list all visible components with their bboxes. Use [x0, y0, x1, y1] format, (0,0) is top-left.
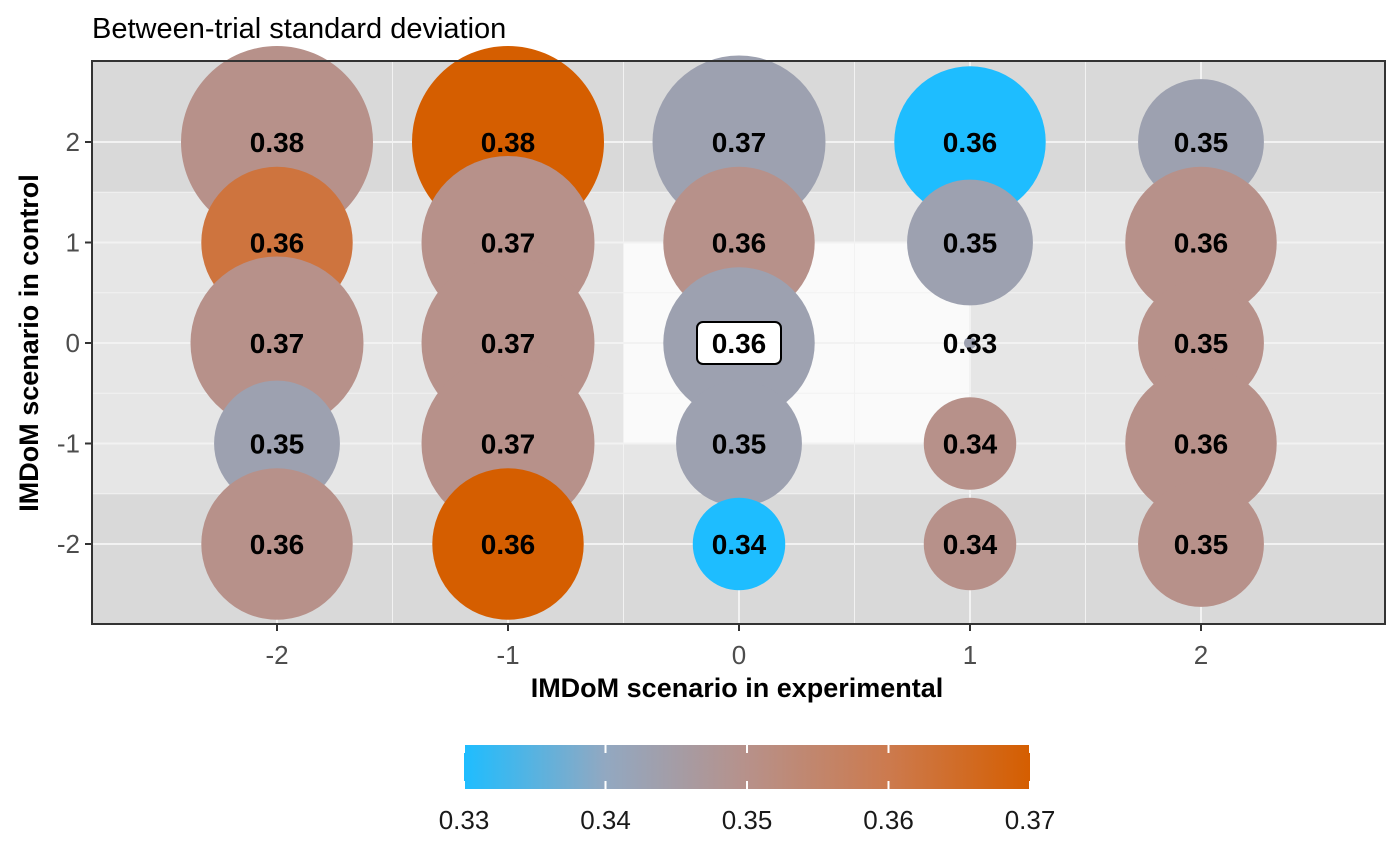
y-axis-title: IMDoM scenario in control	[14, 174, 44, 512]
bubble-value-label: 0.38	[481, 127, 536, 158]
bubbles	[181, 46, 1277, 620]
legend-ticks: 0.33 0.34 0.35 0.36 0.37	[439, 745, 1056, 835]
bubble-value-label: 0.34	[943, 429, 998, 460]
legend-tick-label: 0.35	[722, 805, 773, 835]
x-tick-label: 2	[1194, 640, 1208, 670]
color-legend: 0.33 0.34 0.35 0.36 0.37	[439, 745, 1056, 835]
x-tick-label: -2	[265, 640, 288, 670]
bubble-value-label: 0.36	[943, 127, 998, 158]
bubble-value-label: 0.36	[712, 228, 767, 259]
bubble-point	[201, 468, 353, 620]
x-axis-title: IMDoM scenario in experimental	[531, 673, 944, 703]
bubble-point	[907, 179, 1033, 306]
chart-title: Between-trial standard deviation	[92, 13, 506, 45]
x-tick-label: 1	[963, 640, 977, 670]
bubble-point	[923, 497, 1017, 591]
bubble-value-label: 0.35	[250, 429, 305, 460]
bubble-point	[1138, 481, 1264, 607]
bubble-point	[214, 380, 340, 507]
bubble-value-label: 0.36	[712, 328, 767, 359]
bubble-point	[1138, 79, 1264, 205]
bubble-value-label: 0.35	[1174, 529, 1229, 560]
bubble-value-label: 0.35	[712, 429, 767, 460]
bubble-point	[1138, 280, 1264, 406]
bubble-value-label: 0.36	[481, 529, 536, 560]
bubble-point	[190, 256, 364, 430]
bubble-value-label: 0.37	[481, 429, 536, 460]
bubble-value-label: 0.37	[481, 328, 536, 359]
y-tick-label: 1	[66, 228, 80, 258]
bubble-value-label: 0.36	[250, 529, 305, 560]
legend-tick-label: 0.34	[580, 805, 631, 835]
y-tick-label: 2	[66, 127, 80, 157]
x-tick-label: 0	[732, 640, 746, 670]
y-axis-ticks: -2 -1 0 1 2	[57, 127, 92, 559]
y-tick-label: -2	[57, 529, 80, 559]
bubble-value-label: 0.36	[1174, 228, 1229, 259]
bubble-value-label: 0.36	[250, 228, 305, 259]
bubble-point	[964, 337, 976, 349]
bubble-value-label: 0.33	[943, 328, 998, 359]
bubble-value-label: 0.35	[1174, 127, 1229, 158]
legend-tick-label: 0.33	[439, 805, 490, 835]
legend-tick-label: 0.37	[1005, 805, 1056, 835]
bubble-point	[894, 66, 1046, 218]
x-axis-ticks: -2 -1 0 1 2	[265, 624, 1208, 670]
bubble-point	[432, 468, 584, 620]
legend-tick-label: 0.36	[863, 805, 914, 835]
bubble-point	[692, 497, 786, 591]
bubble-value-label: 0.34	[943, 529, 998, 560]
bubble-point	[676, 380, 802, 507]
y-tick-label: 0	[66, 328, 80, 358]
bubble-labels: 0.38 0.38 0.37 0.36 0.35 0.36 0.37 0.36 0.35 0.36…	[250, 127, 1229, 560]
bubble-value-label: 0.34	[712, 529, 767, 560]
bubble-value-label: 0.36	[1174, 429, 1229, 460]
bubble-point	[1125, 166, 1277, 319]
y-tick-label: -1	[57, 429, 80, 459]
bubble-value-label: 0.37	[250, 328, 305, 359]
bubble-value-label: 0.37	[481, 228, 536, 259]
highlight-label-box	[696, 321, 782, 365]
bubble-value-label: 0.37	[712, 127, 767, 158]
x-tick-label: -1	[496, 640, 519, 670]
bubble-value-label: 0.35	[1174, 328, 1229, 359]
bubble-point	[1125, 367, 1277, 520]
bubble-point	[923, 397, 1017, 490]
bubble-value-label: 0.35	[943, 228, 998, 259]
bubble-value-label: 0.38	[250, 127, 305, 158]
